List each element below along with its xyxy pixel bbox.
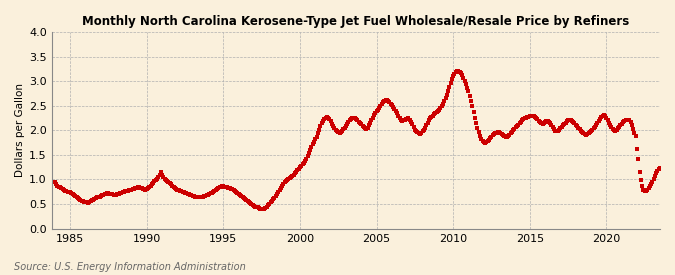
Y-axis label: Dollars per Gallon: Dollars per Gallon bbox=[15, 83, 25, 177]
Title: Monthly North Carolina Kerosene-Type Jet Fuel Wholesale/Resale Price by Refiners: Monthly North Carolina Kerosene-Type Jet… bbox=[82, 15, 630, 28]
Text: Source: U.S. Energy Information Administration: Source: U.S. Energy Information Administ… bbox=[14, 262, 245, 272]
